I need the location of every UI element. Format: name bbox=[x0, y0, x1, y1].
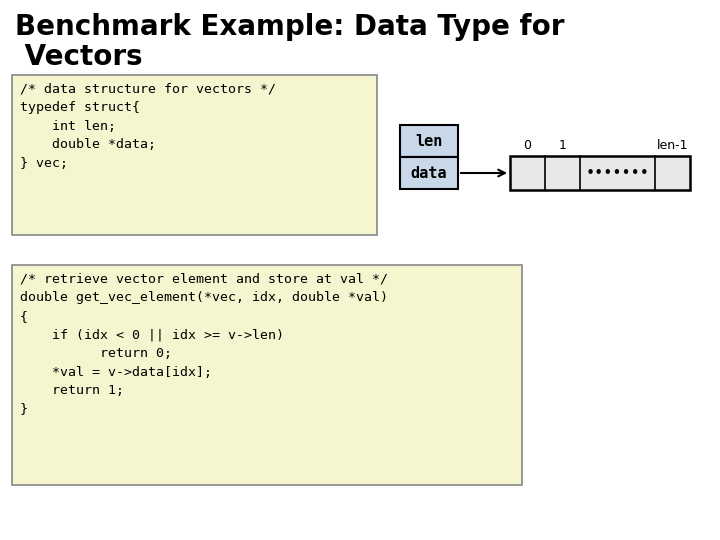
Bar bbox=[510, 156, 690, 190]
Text: len-1: len-1 bbox=[657, 139, 688, 152]
Text: /* retrieve vector element and store at val */
double get_vec_element(*vec, idx,: /* retrieve vector element and store at … bbox=[20, 273, 388, 415]
Text: Vectors: Vectors bbox=[15, 43, 143, 71]
Bar bbox=[400, 157, 458, 189]
Bar bbox=[12, 75, 377, 235]
Text: /* data structure for vectors */
typedef struct{
    int len;
    double *data;
: /* data structure for vectors */ typedef… bbox=[20, 83, 276, 170]
Bar bbox=[12, 265, 522, 485]
Text: len: len bbox=[415, 133, 443, 148]
Text: Benchmark Example: Data Type for: Benchmark Example: Data Type for bbox=[15, 13, 564, 41]
Bar bbox=[400, 125, 458, 157]
Text: •••••••: ••••••• bbox=[585, 165, 649, 180]
Text: 1: 1 bbox=[559, 139, 567, 152]
Text: 0: 0 bbox=[523, 139, 531, 152]
Text: data: data bbox=[410, 165, 447, 180]
